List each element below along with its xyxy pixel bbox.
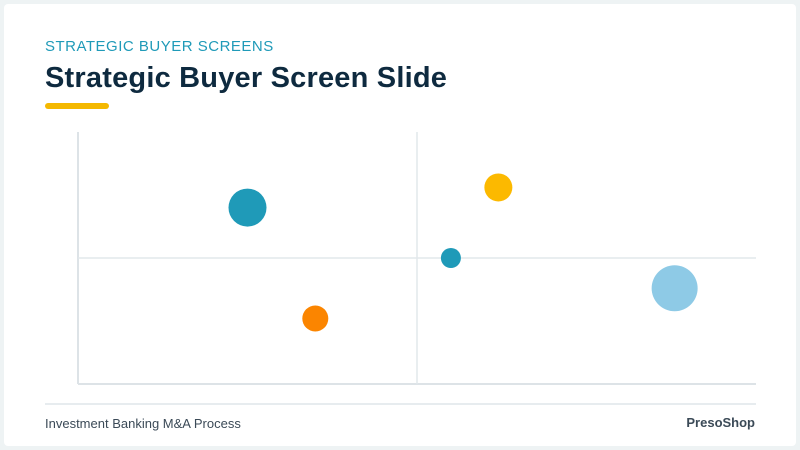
slide-title: Strategic Buyer Screen Slide [45, 62, 448, 94]
footer-brand: PresoShop [686, 415, 755, 430]
slide: STRATEGIC BUYER SCREENS Strategic Buyer … [4, 4, 796, 446]
eyebrow-label: STRATEGIC BUYER SCREENS [45, 38, 274, 55]
footer-subtitle: Investment Banking M&A Process [45, 416, 241, 431]
bubble-1 [228, 188, 267, 227]
scatter-chart [77, 132, 756, 385]
footer-divider [45, 403, 756, 405]
title-accent-bar [45, 103, 109, 109]
bubble-3 [440, 248, 461, 268]
bubble-4 [651, 265, 698, 312]
bubble-2 [484, 173, 513, 202]
bubble-5 [302, 305, 329, 332]
